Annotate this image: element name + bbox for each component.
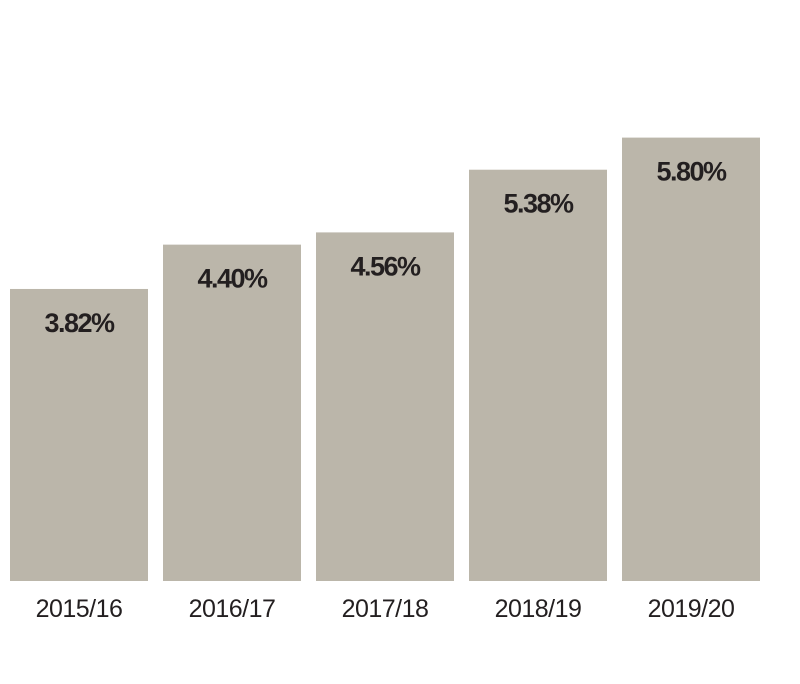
- bar-value-label: 4.40%: [197, 264, 268, 294]
- bar-value-label: 5.38%: [503, 189, 574, 219]
- category-tick-label: 2019/20: [648, 595, 735, 623]
- bar-2017-18: [316, 232, 454, 581]
- category-tick-label: 2016/17: [189, 595, 276, 623]
- bar-value-label: 3.82%: [44, 308, 115, 338]
- bar-2018-19: [469, 169, 607, 581]
- bar-2015-16: [10, 288, 148, 581]
- bar-2019-20: [622, 137, 760, 581]
- value-labels-group: 3.82% 4.40% 4.56% 5.38% 5.80%: [44, 157, 728, 338]
- category-tick-label: 2015/16: [36, 595, 123, 623]
- bar-2016-17: [163, 244, 301, 581]
- bars-group: [10, 137, 760, 581]
- category-tick-label: 2017/18: [342, 595, 429, 623]
- category-tick-label: 2018/19: [495, 595, 582, 623]
- bar-value-label: 4.56%: [350, 251, 421, 281]
- category-labels-group: 2015/16 2016/17 2017/18 2018/19 2019/20: [36, 595, 735, 623]
- bar-value-label: 5.80%: [656, 157, 727, 187]
